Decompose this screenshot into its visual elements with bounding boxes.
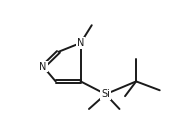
- Text: N: N: [77, 38, 84, 48]
- Text: Si: Si: [101, 89, 110, 99]
- Text: N: N: [40, 62, 47, 72]
